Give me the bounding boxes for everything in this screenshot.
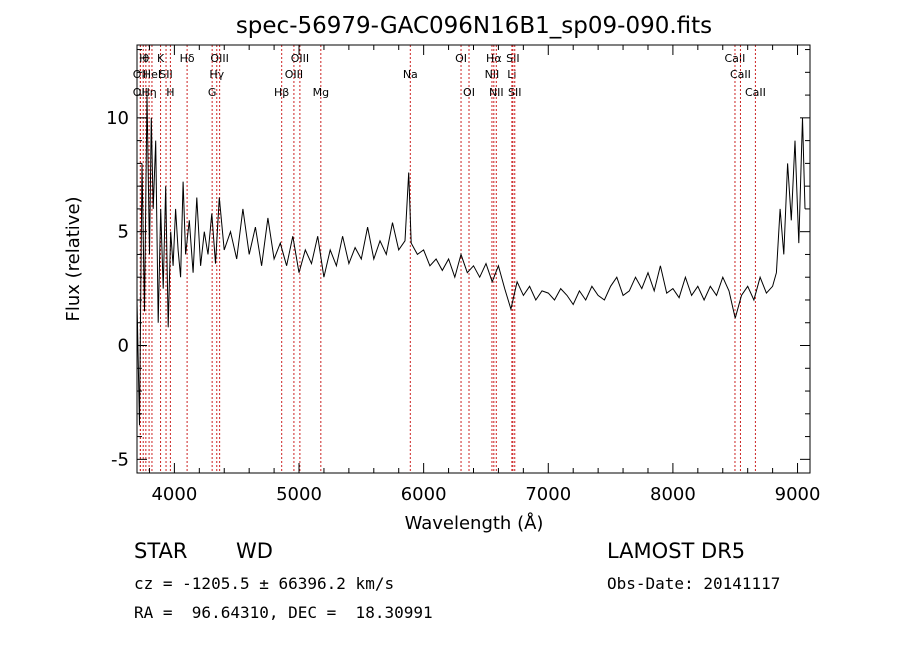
marker-label: OIII bbox=[291, 52, 309, 65]
marker-label: SII bbox=[159, 68, 172, 81]
x-tick-label: 6000 bbox=[401, 484, 447, 505]
redshift-readout: cz = -1205.5 ± 66396.2 km/s bbox=[134, 574, 395, 593]
marker-label: Hη bbox=[141, 86, 156, 99]
x-tick-label: 4000 bbox=[151, 484, 197, 505]
x-axis-label: Wavelength (Å) bbox=[405, 512, 544, 534]
x-tick-label: 5000 bbox=[276, 484, 322, 505]
marker-label: SII bbox=[508, 86, 521, 99]
x-axis-ticks: 4000 5000 6000 7000 8000 9000 bbox=[148, 45, 821, 505]
marker-label: NII bbox=[489, 86, 504, 99]
marker-label: OI bbox=[463, 86, 475, 99]
y-tick-label: 5 bbox=[118, 222, 129, 243]
survey-name: LAMOST DR5 bbox=[607, 539, 746, 563]
marker-label: OIII bbox=[210, 52, 228, 65]
marker-label: Hβ bbox=[274, 86, 289, 99]
marker-label: Hδ bbox=[180, 52, 195, 65]
marker-label: Li bbox=[507, 68, 516, 81]
marker-label: SII bbox=[506, 52, 519, 65]
object-class: STAR bbox=[134, 539, 188, 563]
spectrum-series-line bbox=[136, 95, 806, 426]
marker-label: G bbox=[208, 86, 217, 99]
marker-label: OI bbox=[455, 52, 467, 65]
marker-label: CaII bbox=[730, 68, 751, 81]
x-tick-label: 9000 bbox=[775, 484, 821, 505]
y-axis-label: Flux (relative) bbox=[63, 196, 84, 321]
marker-label: CaII bbox=[725, 52, 746, 65]
chart-title: spec-56979-GAC096N16B1_sp09-090.fits bbox=[236, 13, 712, 39]
y-tick-label: 0 bbox=[118, 336, 129, 357]
marker-label: HeI bbox=[143, 68, 161, 81]
spectral-line-markers: OIIOIIHθHηHeIKSIIHHδGHγOIIIHβOIIIOIIIMgN… bbox=[133, 45, 766, 473]
marker-label: Hα bbox=[486, 52, 502, 65]
marker-label: Na bbox=[403, 68, 418, 81]
x-tick-label: 8000 bbox=[650, 484, 696, 505]
marker-label: NII bbox=[485, 68, 500, 81]
marker-label: OIII bbox=[285, 68, 303, 81]
marker-label: Mg bbox=[313, 86, 329, 99]
marker-label: Hγ bbox=[209, 68, 224, 81]
marker-label: θ bbox=[142, 52, 149, 65]
obs-date: Obs-Date: 20141117 bbox=[607, 574, 781, 593]
marker-label: K bbox=[157, 52, 165, 65]
y-tick-label: -5 bbox=[111, 449, 129, 470]
y-axis-ticks: -5 0 5 10 bbox=[106, 49, 810, 470]
plot-frame bbox=[136, 44, 811, 474]
marker-label: CaII bbox=[745, 86, 766, 99]
object-subclass: WD bbox=[236, 539, 273, 563]
y-tick-label: 10 bbox=[106, 108, 129, 129]
coordinates: RA = 96.64310, DEC = 18.30991 bbox=[134, 603, 433, 622]
marker-label: H bbox=[166, 86, 174, 99]
marker-label: H bbox=[139, 52, 147, 65]
x-tick-label: 7000 bbox=[525, 484, 571, 505]
